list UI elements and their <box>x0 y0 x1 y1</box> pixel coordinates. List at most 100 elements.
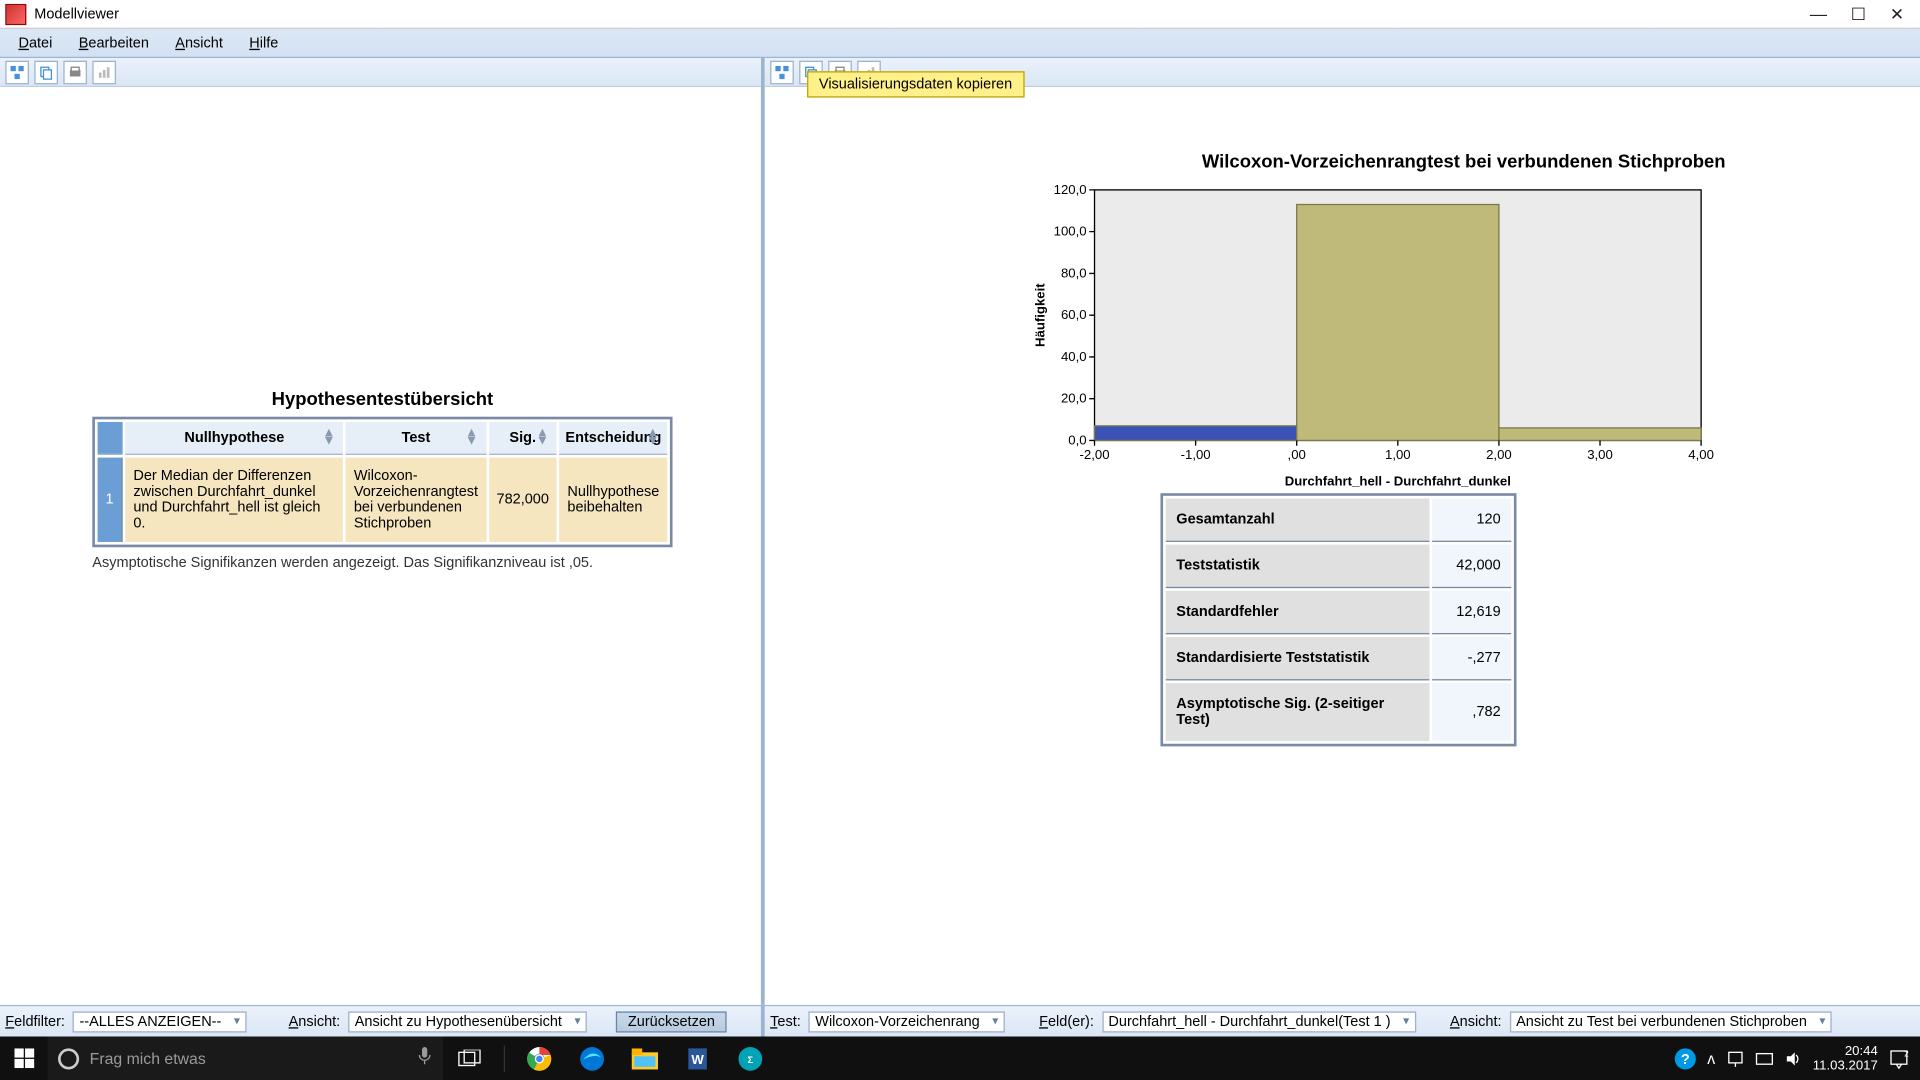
tray-volume-icon[interactable] <box>1784 1049 1802 1067</box>
svg-text:Σ: Σ <box>748 1054 754 1064</box>
menu-datei[interactable]: Datei <box>5 32 65 53</box>
hypothesis-footnote: Asymptotische Signifikanzen werden angez… <box>92 555 672 571</box>
tool-chart-icon[interactable] <box>92 60 116 84</box>
stats-table: Gesamtanzahl120Teststatistik42,000Standa… <box>1160 493 1516 746</box>
left-pane: Hypothesentestübersicht Nullhypothese▲▼ … <box>0 58 765 1005</box>
svg-text:40,0: 40,0 <box>1061 349 1087 364</box>
felder-combo[interactable]: Durchfahrt_hell - Durchfahrt_dunkel(Test… <box>1102 1011 1416 1032</box>
stats-value: 120 <box>1432 498 1511 542</box>
svg-text:Häufigkeit: Häufigkeit <box>1032 283 1047 347</box>
svg-text:Durchfahrt_hell - Durchfahrt_d: Durchfahrt_hell - Durchfahrt_dunkel <box>1285 473 1511 488</box>
stats-label: Asymptotische Sig. (2-seitiger Test) <box>1166 683 1430 741</box>
svg-text:,00: ,00 <box>1288 447 1306 462</box>
taskbar-clock[interactable]: 20:44 11.03.2017 <box>1813 1044 1878 1073</box>
col-test[interactable]: Test▲▼ <box>346 422 486 455</box>
tray-input-icon[interactable] <box>1755 1049 1773 1067</box>
tray-help-icon[interactable]: ? <box>1673 1046 1697 1070</box>
explorer-icon[interactable] <box>618 1036 671 1080</box>
stats-value: ,782 <box>1432 683 1511 741</box>
histogram-chart: 0,0 20,0 40,0 60,0 80,0 100,0 120,0 -2,00 -1,00,… <box>1029 177 1715 493</box>
stats-label: Standardisierte Teststatistik <box>1166 637 1430 681</box>
app-icon <box>5 3 26 24</box>
svg-text:2,00: 2,00 <box>1486 447 1512 462</box>
ansicht-left-combo[interactable]: Ansicht zu Hypothesenübersicht <box>348 1011 587 1032</box>
system-tray: ? ʌ 20:44 11.03.2017 2 <box>1673 1044 1920 1073</box>
taskbar-search[interactable]: Frag mich etwas <box>47 1036 443 1080</box>
menu-bearbeiten[interactable]: Bearbeiten <box>66 32 163 53</box>
mic-icon[interactable] <box>417 1046 433 1071</box>
chart-area: Wilcoxon-Vorzeichenrangtest bei verbunde… <box>1029 150 1899 493</box>
tool-print-icon[interactable] <box>63 60 87 84</box>
svg-text:120,0: 120,0 <box>1054 182 1087 197</box>
feldfilter-combo[interactable]: --ALLES ANZEIGEN-- <box>73 1011 247 1032</box>
col-nullhypothese[interactable]: Nullhypothese▲▼ <box>125 422 343 455</box>
stats-value: 12,619 <box>1432 591 1511 635</box>
svg-text:-2,00: -2,00 <box>1080 447 1110 462</box>
svg-text:20,0: 20,0 <box>1061 391 1087 406</box>
svg-text:?: ? <box>1680 1052 1689 1068</box>
svg-text:W: W <box>691 1052 704 1067</box>
felder-label: Feld(er): <box>1039 1013 1094 1029</box>
tool-tree-icon[interactable] <box>5 60 29 84</box>
stats-row: Asymptotische Sig. (2-seitiger Test),782 <box>1166 683 1511 741</box>
col-entscheidung[interactable]: Entscheidung▲▼ <box>559 422 667 455</box>
svg-text:80,0: 80,0 <box>1061 265 1087 280</box>
tool-tree-icon[interactable] <box>770 60 794 84</box>
chart-title: Wilcoxon-Vorzeichenrangtest bei verbunde… <box>1029 150 1899 171</box>
filterbar-left: Feldfilter: --ALLES ANZEIGEN-- Ansicht: … <box>0 1005 765 1037</box>
row-nullhyp: Der Median der Differenzen zwischen Durc… <box>125 458 343 542</box>
menu-hilfe[interactable]: Hilfe <box>236 32 291 53</box>
task-view-icon[interactable] <box>443 1036 496 1080</box>
menu-ansicht[interactable]: Ansicht <box>162 32 236 53</box>
row-sig: 782,000 <box>489 458 557 542</box>
stats-value: -,277 <box>1432 637 1511 681</box>
spss-icon[interactable]: Σ <box>724 1036 777 1080</box>
hypothesis-block: Hypothesentestübersicht Nullhypothese▲▼ … <box>92 388 672 571</box>
hypothesis-title: Hypothesentestübersicht <box>92 388 672 409</box>
cortana-icon <box>58 1048 79 1069</box>
window-title: Modellviewer <box>34 6 119 22</box>
svg-text:100,0: 100,0 <box>1054 224 1087 239</box>
stats-row: Standardisierte Teststatistik-,277 <box>1166 637 1511 681</box>
menubar: Datei Bearbeiten Ansicht Hilfe <box>0 29 1920 58</box>
search-placeholder: Frag mich etwas <box>90 1049 206 1067</box>
filterbar-right: Test: Wilcoxon-Vorzeichenrang Feld(er): … <box>765 1005 1920 1037</box>
svg-text:1,00: 1,00 <box>1385 447 1411 462</box>
ansicht-left-label: Ansicht: <box>289 1013 341 1029</box>
svg-text:60,0: 60,0 <box>1061 307 1087 322</box>
start-button[interactable] <box>0 1036 47 1080</box>
close-button[interactable]: ✕ <box>1890 3 1904 24</box>
tray-network-icon[interactable] <box>1726 1049 1744 1067</box>
stats-label: Gesamtanzahl <box>1166 498 1430 542</box>
left-toolbar <box>0 58 761 87</box>
minimize-button[interactable]: — <box>1810 3 1827 24</box>
stats-row: Gesamtanzahl120 <box>1166 498 1511 542</box>
svg-text:0,0: 0,0 <box>1068 432 1086 447</box>
tool-copy-icon[interactable] <box>34 60 58 84</box>
stats-label: Teststatistik <box>1166 545 1430 589</box>
feldfilter-label: Feldfilter: <box>5 1013 65 1029</box>
window-titlebar: Modellviewer — ☐ ✕ <box>0 0 1920 29</box>
hypothesis-row[interactable]: 1 Der Median der Differenzen zwischen Du… <box>98 458 668 542</box>
tray-notifications-icon[interactable]: 2 <box>1888 1048 1909 1069</box>
test-combo[interactable]: Wilcoxon-Vorzeichenrang <box>809 1011 1005 1032</box>
row-decision: Nullhypothese beibehalten <box>559 458 667 542</box>
stats-label: Standardfehler <box>1166 591 1430 635</box>
edge-icon[interactable] <box>566 1036 619 1080</box>
svg-text:-1,00: -1,00 <box>1181 447 1211 462</box>
hypothesis-table[interactable]: Nullhypothese▲▼ Test▲▼ Sig.▲▼ Entscheidu… <box>92 417 672 548</box>
svg-text:4,00: 4,00 <box>1688 447 1714 462</box>
maximize-button[interactable]: ☐ <box>1851 3 1866 24</box>
chrome-icon[interactable] <box>513 1036 566 1080</box>
stats-row: Teststatistik42,000 <box>1166 545 1511 589</box>
ansicht-right-combo[interactable]: Ansicht zu Test bei verbundenen Stichpro… <box>1509 1011 1832 1032</box>
ansicht-right-label: Ansicht: <box>1450 1013 1502 1029</box>
tray-chevron-icon[interactable]: ʌ <box>1707 1049 1715 1067</box>
reset-button[interactable]: Zurücksetzen <box>616 1011 727 1032</box>
stats-value: 42,000 <box>1432 545 1511 589</box>
stats-row: Standardfehler12,619 <box>1166 591 1511 635</box>
word-icon[interactable]: W <box>671 1036 724 1080</box>
col-sig[interactable]: Sig.▲▼ <box>489 422 557 455</box>
windows-taskbar: Frag mich etwas W Σ ? ʌ <box>0 1036 1920 1080</box>
row-test: Wilcoxon-Vorzeichenrangtest bei verbunde… <box>346 458 486 542</box>
